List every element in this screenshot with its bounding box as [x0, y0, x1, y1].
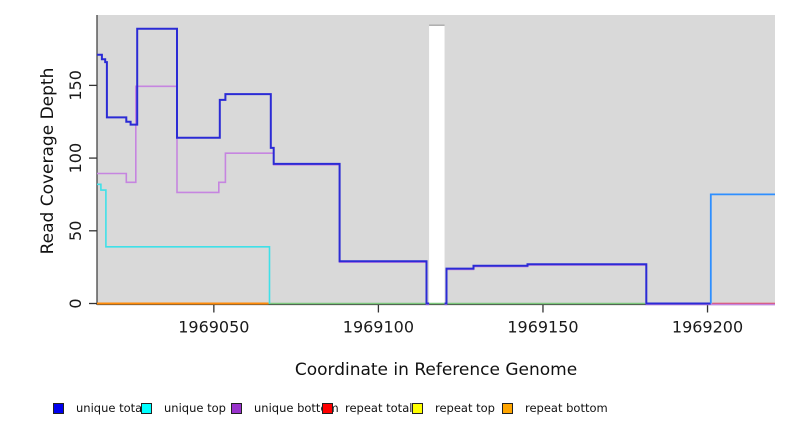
chart-legend: unique total unique top unique bottom re…: [0, 399, 792, 419]
x-tick-label: 1969100: [343, 318, 414, 337]
legend-label: unique top: [164, 401, 226, 415]
x-tick-label: 1969200: [672, 318, 743, 337]
legend-item-unique-top: unique top: [141, 399, 226, 417]
legend-swatch-repeat-total: [322, 402, 333, 414]
legend-label: repeat top: [435, 401, 495, 415]
series-line-unique-total-line-b: [444, 263, 711, 305]
legend-swatch-unique-total: [53, 402, 64, 414]
legend-item-repeat-total: repeat total: [322, 399, 412, 417]
x-tick-label: 1969050: [178, 318, 249, 337]
y-tick-label: 0: [66, 298, 85, 308]
series-line-unique-top-line: [97, 183, 271, 304]
legend-label: unique bottom: [254, 401, 339, 415]
legend-label: repeat total: [345, 401, 413, 415]
legend-swatch-repeat-bottom: [502, 402, 513, 414]
x-tick-label: 1969150: [507, 318, 578, 337]
y-tick-label: 100: [66, 143, 85, 174]
series-line-unique-total-line-a: [97, 27, 430, 305]
legend-label: unique total: [76, 401, 146, 415]
legend-swatch-repeat-top: [412, 402, 423, 414]
y-tick-label: 50: [66, 221, 85, 241]
legend-item-unique-total: unique total: [53, 399, 145, 417]
legend-label: repeat bottom: [525, 401, 608, 415]
legend-item-repeat-bottom: repeat bottom: [502, 399, 608, 417]
y-axis-label: Read Coverage Depth: [38, 67, 58, 255]
x-axis-label: Coordinate in Reference Genome: [294, 360, 578, 380]
series-line-total-top-overlap-line: [709, 193, 775, 304]
legend-swatch-unique-bottom: [231, 402, 242, 414]
no-data-gap: [429, 26, 445, 305]
legend-swatch-unique-top: [141, 402, 152, 414]
y-tick-label: 150: [66, 70, 85, 101]
legend-item-unique-bottom: unique bottom: [231, 399, 339, 417]
legend-item-repeat-top: repeat top: [412, 399, 495, 417]
